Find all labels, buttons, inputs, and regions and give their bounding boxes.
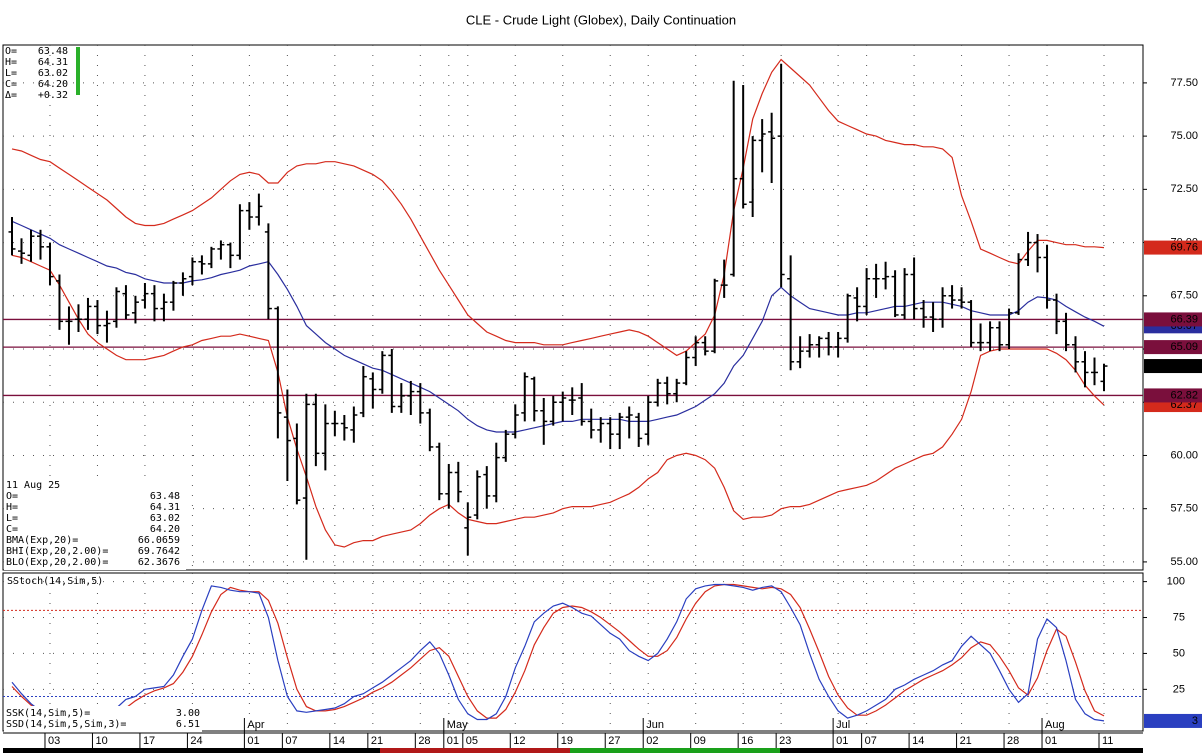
y-tick-label: 77.50 — [1170, 77, 1198, 89]
y-tick-label: 57.50 — [1170, 503, 1198, 515]
y-tick-label: 60.00 — [1170, 449, 1198, 461]
x-tick-label: 01 — [836, 735, 848, 747]
data-box-value: 64.31 — [150, 502, 180, 513]
stoch-box — [4, 706, 202, 732]
x-tick-label: 28 — [418, 735, 430, 747]
x-tick-label: 07 — [285, 735, 297, 747]
x-tick-label: 21 — [960, 735, 972, 747]
y-tick-label: 72.50 — [1170, 183, 1198, 195]
x-tick-label: 21 — [371, 735, 383, 747]
price-frame — [2, 44, 1144, 571]
quote-value: 63.48 — [38, 46, 68, 57]
stoch-line — [11, 583, 1105, 724]
month-label: Jun — [646, 719, 664, 731]
x-tick-label: 28 — [1007, 735, 1019, 747]
x-tick-label: 24 — [190, 735, 202, 747]
value-tag — [1144, 240, 1202, 255]
x-tick-label: 09 — [694, 735, 706, 747]
stoch-box-label: SSD(14,Sim,5,Sim,3)= — [6, 719, 126, 730]
panel-label: SStoch(14,Sim,5) — [7, 576, 103, 587]
stoch-line — [11, 583, 1105, 722]
band-line — [11, 58, 1105, 357]
stoch-box-value: 6.51 — [176, 719, 200, 730]
data-box-value: 63.48 — [150, 491, 180, 502]
date-bar-red — [380, 748, 570, 753]
x-tick-label: 02 — [646, 735, 658, 747]
band-line — [11, 254, 1105, 548]
x-tick-label: 03 — [48, 735, 60, 747]
value-tag-label: 64.20 — [1170, 360, 1198, 372]
month-label: Apr — [247, 719, 264, 731]
quote-value: 64.20 — [38, 79, 68, 90]
x-tick-label: 19 — [561, 735, 573, 747]
x-tick-label: 10 — [95, 735, 107, 747]
value-tag — [1144, 713, 1202, 728]
data-box-label: L= — [6, 513, 18, 524]
quote-value: +0.32 — [38, 90, 68, 101]
data-box-label: H= — [6, 502, 18, 513]
value-tag — [1144, 359, 1202, 374]
data-box-value: 62.3676 — [138, 557, 180, 568]
stoch-frame — [2, 572, 1144, 732]
data-box — [4, 478, 186, 570]
y-tick-label: 50 — [1173, 647, 1185, 659]
data-box-label: O= — [6, 491, 18, 502]
x-tick-label: 11 — [1102, 735, 1113, 747]
value-tag-label: 3 — [1192, 715, 1198, 727]
data-box-label: BHI(Exp,20,2.00)= — [6, 546, 108, 557]
data-box-value: 69.7642 — [138, 546, 180, 557]
value-tag — [1144, 340, 1202, 355]
quote-label: L= — [5, 68, 17, 79]
x-tick-label: 27 — [608, 735, 620, 747]
data-box-date: 11 Aug 25 — [6, 480, 60, 491]
value-tag-label: 62.82 — [1170, 389, 1198, 401]
chart-title: CLE - Crude Light (Globex), Daily Contin… — [466, 12, 736, 27]
stoch-box-label: SSK(14,Sim,5)= — [6, 708, 90, 719]
stoch-box-value: 3.00 — [176, 708, 200, 719]
quote-value: 63.02 — [38, 68, 68, 79]
month-label: Jul — [836, 719, 850, 731]
date-bar-green — [570, 748, 780, 753]
y-tick-label: 100 — [1167, 576, 1185, 588]
value-tag-label: 65.09 — [1170, 341, 1198, 353]
quote-label: H= — [5, 57, 17, 68]
quote-label: C= — [5, 79, 17, 90]
quote-label: O= — [5, 46, 17, 57]
x-tick-label: 12 — [513, 735, 525, 747]
x-tick-label: 07 — [865, 735, 877, 747]
y-tick-label: 25 — [1173, 683, 1185, 695]
x-tick-label: 05 — [466, 735, 478, 747]
value-tag-label: 69.76 — [1170, 241, 1198, 253]
value-tag-label: 66.39 — [1170, 313, 1198, 325]
quote-value: 64.31 — [38, 57, 68, 68]
y-tick-label: 75 — [1173, 611, 1185, 623]
y-tick-label: 55.00 — [1170, 556, 1198, 568]
x-tick-label: 14 — [912, 735, 924, 747]
band-line — [11, 220, 1105, 433]
data-box-value: 64.20 — [150, 524, 180, 535]
month-label: May — [447, 719, 468, 731]
data-box-value: 63.02 — [150, 513, 180, 524]
x-tick-label: 01 — [247, 735, 259, 747]
x-tick-label: 01 — [1045, 735, 1057, 747]
value-tag — [1144, 312, 1202, 327]
data-box-label: C= — [6, 524, 18, 535]
y-tick-label: 75.00 — [1170, 130, 1198, 142]
data-box-value: 66.0659 — [138, 535, 180, 546]
x-tick-label: 23 — [779, 735, 791, 747]
month-label: Aug — [1045, 719, 1065, 731]
data-box-label: BLO(Exp,20,2.00)= — [6, 557, 108, 568]
x-tick-label: 17 — [143, 735, 155, 747]
data-box-label: BMA(Exp,20)= — [6, 535, 78, 546]
x-tick-label: 14 — [333, 735, 345, 747]
quote-indicator — [76, 47, 80, 95]
quote-label: Δ= — [5, 90, 17, 101]
y-tick-label: 67.50 — [1170, 290, 1198, 302]
value-tag — [1144, 388, 1202, 403]
x-tick-label: 01 — [447, 735, 459, 747]
x-tick-label: 16 — [741, 735, 753, 747]
